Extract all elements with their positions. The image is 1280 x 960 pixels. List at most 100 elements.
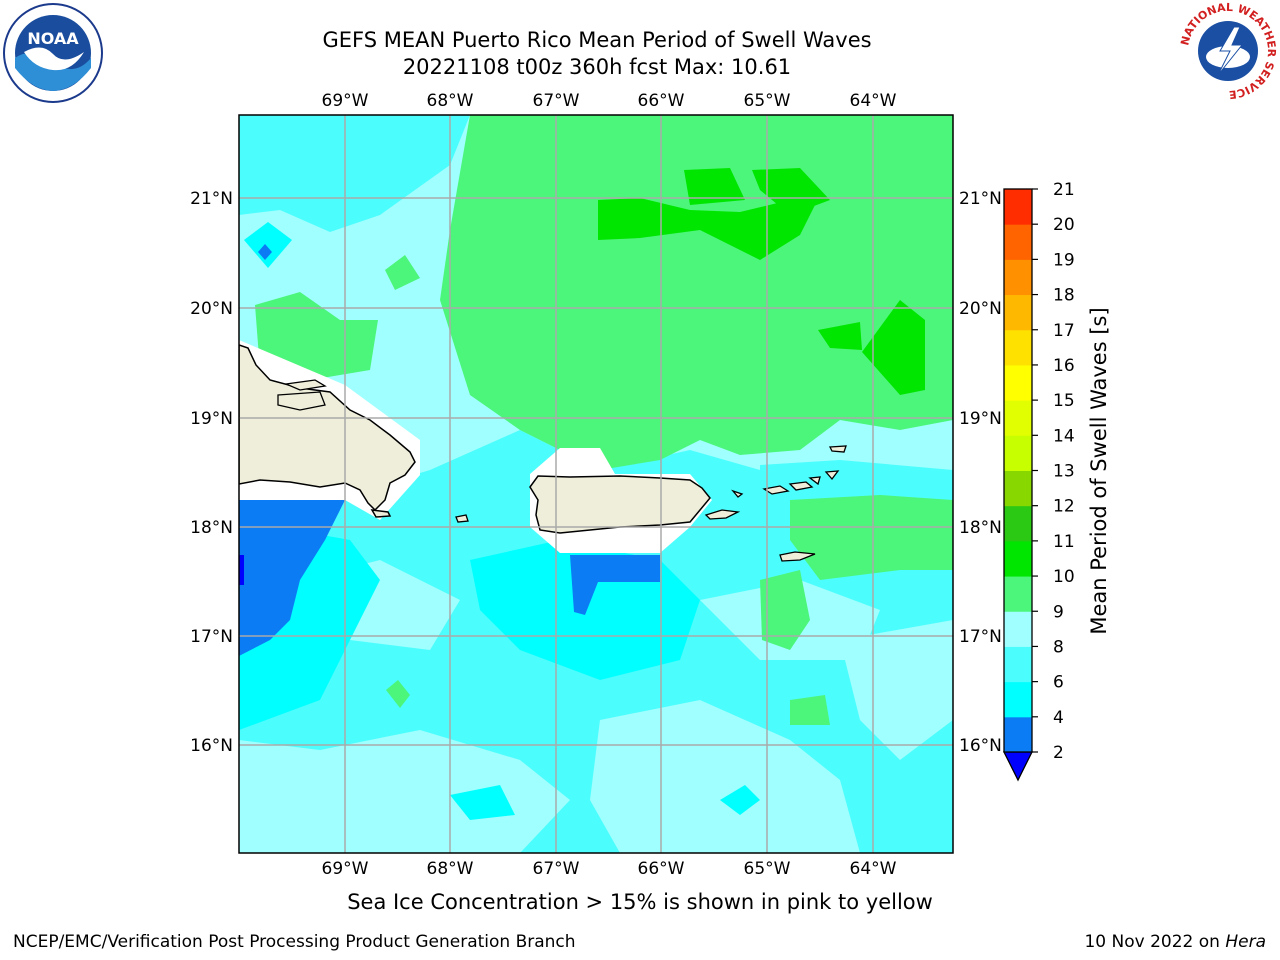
lon-label-top: 69°W	[322, 91, 369, 111]
colorbar-segment	[1004, 470, 1032, 507]
land-hispaniola-islet	[370, 509, 392, 518]
lat-label-left: 16°N	[190, 736, 233, 756]
map-frame	[238, 114, 954, 854]
colorbar-segment	[1004, 294, 1032, 331]
lat-label-right: 19°N	[959, 409, 1002, 429]
colorbar-segment	[1004, 329, 1032, 366]
lon-label-top: 65°W	[744, 91, 791, 111]
field-10-11s-north3	[752, 168, 830, 215]
field-2-4s-south-pr	[570, 555, 660, 615]
field-9-10s-south-small	[790, 695, 830, 725]
colorbar-segment	[1004, 400, 1032, 436]
field-8-9s-patch-south2	[590, 700, 860, 853]
chart-title-line1: GEFS MEAN Puerto Rico Mean Period of Swe…	[322, 28, 872, 52]
nws-logo: NATIONAL WEATHER SERVICE	[1178, 1, 1278, 101]
chart-title-line2: 20221108 t00z 360h fcst Max: 10.61	[402, 55, 792, 79]
field-2-4s-southwest	[239, 500, 345, 656]
field-8-9s-patch-south1	[239, 730, 570, 853]
colorbar-segment	[1004, 576, 1032, 612]
lat-label-left: 17°N	[190, 627, 233, 647]
lon-label-bottom: 64°W	[850, 859, 897, 879]
colorbar-tick-label: 13	[1053, 462, 1075, 482]
lat-label-right: 21°N	[959, 189, 1002, 209]
field-0-2s-edge	[239, 555, 244, 585]
land-north-cuba-fragment	[283, 379, 327, 391]
field-10-11s-east	[862, 300, 925, 395]
colorbar-segment	[1004, 189, 1032, 225]
lat-label-left: 19°N	[190, 409, 233, 429]
colorbar-segment	[1004, 505, 1032, 542]
field-4-6s-west-blob	[244, 222, 292, 268]
colorbar-tick-label: 21	[1053, 180, 1075, 200]
colorbar-segment	[1004, 611, 1032, 647]
colorbar-tick-label: 20	[1053, 215, 1075, 235]
colorbar-segment	[1004, 540, 1032, 577]
field-2-4s-west-spot	[258, 244, 272, 260]
colorbar-extend-triangle	[1002, 751, 1034, 782]
field-8-9s-patch-southeast	[840, 620, 953, 760]
colorbar-tick-label: 19	[1053, 250, 1075, 270]
land-tortuga	[277, 391, 326, 411]
lat-label-right: 17°N	[959, 627, 1002, 647]
lat-label-right: 16°N	[959, 736, 1002, 756]
date-text: 10 Nov 2022 on	[1084, 932, 1220, 952]
colorbar-tick-label: 2	[1053, 743, 1064, 763]
field-9-10s-east-lower	[790, 495, 953, 580]
lat-label-left: 20°N	[190, 299, 233, 319]
field-4-6s-lowerright	[720, 785, 760, 815]
lon-label-top: 66°W	[638, 91, 685, 111]
lon-label-top: 64°W	[850, 91, 897, 111]
lon-label-bottom: 69°W	[322, 859, 369, 879]
colorbar-tick-label: 18	[1053, 286, 1075, 306]
field-6-8s-northwest	[239, 115, 470, 232]
land-mona	[455, 514, 469, 523]
colorbar-label: Mean Period of Swell Waves [s]	[1087, 307, 1111, 634]
colorbar-tick-label: 10	[1053, 567, 1075, 587]
sea-ice-note: Sea Ice Concentration > 15% is shown in …	[347, 890, 933, 914]
lon-label-bottom: 66°W	[638, 859, 685, 879]
lat-label-left: 21°N	[190, 189, 233, 209]
lat-label-right: 20°N	[959, 299, 1002, 319]
field-9-10s-islet2	[385, 255, 420, 290]
colorbar-tick-label: 16	[1053, 356, 1075, 376]
field-9-10s-east-small	[760, 570, 810, 650]
colorbar-tick-label: 11	[1053, 532, 1075, 552]
colorbar-tick-label: 4	[1053, 708, 1064, 728]
land-vieques	[704, 509, 741, 520]
lon-label-bottom: 65°W	[744, 859, 791, 879]
colorbar-tick-label: 17	[1053, 321, 1075, 341]
field-9-10s-north	[440, 115, 953, 470]
colorbar-segment	[1004, 716, 1032, 753]
field-10-11s-east2	[818, 322, 862, 350]
land-st-croix	[779, 551, 816, 562]
machine-name: Hera	[1225, 932, 1266, 952]
date-stamp: 10 Nov 2022 on Hera	[1084, 932, 1266, 952]
colorbar-segment	[1004, 435, 1032, 471]
lat-label-left: 18°N	[190, 518, 233, 538]
lon-label-top: 68°W	[427, 91, 474, 111]
colorbar: 2 4 6 8 9 10 11 12 13 14 15 16 17 18 19 20 21	[1002, 180, 1075, 782]
colorbar-segment	[1004, 681, 1032, 718]
land-virgin-islands	[762, 470, 840, 495]
field-9-10s-west	[255, 292, 378, 380]
colorbar-segment	[1004, 364, 1032, 401]
noaa-logo: NOAA	[2, 2, 104, 104]
noaa-logo-text: NOAA	[27, 29, 79, 48]
field-10-11s-north2	[684, 168, 745, 205]
credit-text: NCEP/EMC/Verification Post Processing Pr…	[13, 932, 576, 952]
field-4-6s-southpatch	[450, 785, 515, 820]
graticule	[239, 115, 953, 853]
colorbar-tick-label: 9	[1053, 602, 1064, 622]
colorbar-tick-label: 6	[1053, 673, 1064, 693]
swell-period-field	[239, 115, 953, 853]
colorbar-segment	[1004, 259, 1032, 296]
lon-label-bottom: 67°W	[533, 859, 580, 879]
land-culebra	[731, 489, 744, 498]
lon-label-top: 67°W	[533, 91, 580, 111]
colorbar-tick-label: 14	[1053, 426, 1075, 446]
colorbar-tick-label: 12	[1053, 497, 1075, 517]
field-10-11s-north1	[598, 195, 820, 260]
lon-label-bottom: 68°W	[427, 859, 474, 879]
field-9-10s-islet1	[386, 680, 410, 708]
